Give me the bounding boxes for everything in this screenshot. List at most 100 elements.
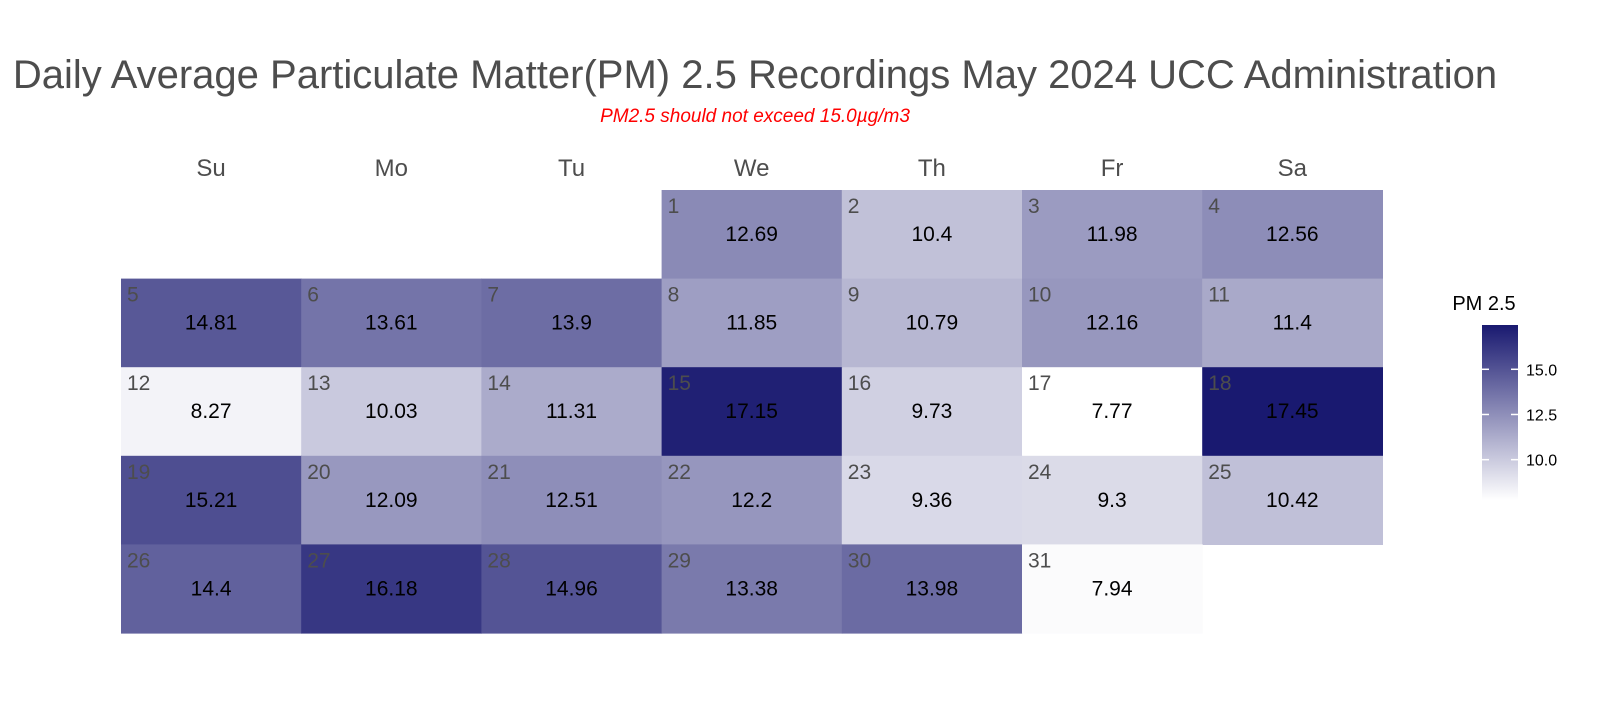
day-cell-19: [121, 455, 302, 545]
day-number-18: 18: [1208, 372, 1231, 395]
legend-ticks: 10.0 12.5 15.0: [1482, 362, 1557, 470]
day-value-16: 9.73: [911, 400, 952, 423]
day-cell-26: [121, 544, 302, 634]
day-value-3: 11.98: [1087, 223, 1138, 246]
day-number-3: 3: [1028, 195, 1040, 218]
day-cell-29: [661, 544, 843, 634]
day-number-29: 29: [668, 549, 691, 572]
day-value-10: 12.16: [1086, 312, 1139, 335]
day-value-7: 13.9: [551, 312, 592, 335]
day-value-12: 8.27: [191, 400, 232, 423]
day-value-11: 11.4: [1273, 312, 1313, 335]
day-value-9: 10.79: [906, 312, 959, 335]
day-number-6: 6: [307, 284, 319, 307]
day-cell-17: [1022, 367, 1203, 457]
day-number-12: 12: [127, 372, 150, 395]
day-number-5: 5: [127, 284, 139, 307]
day-cell-9: [841, 278, 1023, 368]
day-value-1: 12.69: [725, 223, 778, 246]
day-number-14: 14: [487, 372, 511, 395]
day-cell-25: [1202, 455, 1383, 545]
day-value-14: 11.31: [546, 400, 597, 423]
day-cell-2: [841, 190, 1023, 280]
day-cell-5: [121, 278, 302, 368]
day-cell-21: [481, 455, 663, 545]
day-number-8: 8: [668, 284, 680, 307]
day-number-15: 15: [668, 372, 691, 395]
day-value-15: 17.15: [725, 400, 778, 423]
day-value-24: 9.3: [1097, 489, 1126, 512]
day-cell-20: [301, 455, 482, 545]
day-value-23: 9.36: [911, 489, 952, 512]
day-number-21: 21: [487, 461, 510, 484]
day-cell-15: [661, 367, 843, 457]
legend-title: PM 2.5: [1452, 293, 1515, 315]
day-cell-11: [1202, 278, 1383, 368]
day-number-25: 25: [1208, 461, 1231, 484]
day-number-16: 16: [848, 372, 871, 395]
day-cell-16: [841, 367, 1023, 457]
day-value-13: 10.03: [365, 400, 418, 423]
day-cell-31: [1022, 544, 1203, 634]
day-number-26: 26: [127, 549, 150, 572]
day-number-13: 13: [307, 372, 330, 395]
legend-tick-label: 12.5: [1526, 407, 1557, 424]
day-cell-22: [661, 455, 843, 545]
day-number-7: 7: [487, 284, 499, 307]
day-cell-18: [1202, 367, 1383, 457]
day-value-27: 16.18: [365, 577, 418, 600]
day-value-18: 17.45: [1266, 400, 1319, 423]
weekday-label-mo: Mo: [375, 155, 408, 182]
day-number-23: 23: [848, 461, 871, 484]
day-cell-30: [841, 544, 1023, 634]
day-number-2: 2: [848, 195, 860, 218]
day-number-1: 1: [668, 195, 680, 218]
day-number-17: 17: [1028, 372, 1051, 395]
day-cell-4: [1202, 190, 1383, 280]
weekday-label-sa: Sa: [1278, 155, 1308, 182]
day-value-8: 11.85: [726, 312, 777, 335]
day-value-2: 10.4: [911, 223, 952, 246]
day-value-25: 10.42: [1266, 489, 1319, 512]
day-cell-10: [1022, 278, 1203, 368]
weekday-label-fr: Fr: [1101, 155, 1124, 182]
chart-subtitle: PM2.5 should not exceed 15.0µg/m3: [600, 106, 910, 127]
chart-title: Daily Average Particulate Matter(PM) 2.5…: [13, 53, 1497, 97]
day-cell-6: [301, 278, 482, 368]
day-value-22: 12.2: [731, 489, 772, 512]
day-cell-24: [1022, 455, 1203, 545]
day-cell-28: [481, 544, 663, 634]
day-number-4: 4: [1208, 195, 1220, 218]
day-cell-3: [1022, 190, 1203, 280]
day-cell-14: [481, 367, 663, 457]
day-value-19: 15.21: [185, 489, 238, 512]
day-value-4: 12.56: [1266, 223, 1319, 246]
day-number-27: 27: [307, 549, 330, 572]
day-value-5: 14.81: [185, 312, 238, 335]
weekday-label-tu: Tu: [558, 155, 585, 182]
day-value-6: 13.61: [365, 312, 418, 335]
legend-tick-label: 15.0: [1526, 362, 1557, 379]
day-value-31: 7.94: [1092, 577, 1133, 600]
day-number-11: 11: [1208, 284, 1230, 307]
day-cell-13: [301, 367, 482, 457]
day-number-19: 19: [127, 461, 150, 484]
day-number-9: 9: [848, 284, 860, 307]
day-cell-8: [661, 278, 843, 368]
weekday-header-row: Su Mo Tu We Th Fr Sa: [196, 155, 1307, 182]
day-cell-12: [121, 367, 302, 457]
color-legend: PM 2.5 10.0 12.5 15.0: [1452, 293, 1557, 500]
day-value-20: 12.09: [365, 489, 418, 512]
day-value-30: 13.98: [906, 577, 959, 600]
day-cell-1: [661, 190, 843, 280]
day-cell-7: [481, 278, 663, 368]
day-value-28: 14.96: [545, 577, 598, 600]
calendar-grid: 1 12.69 2 10.4 3 11.98 4 12.56 5 14.81 6 13.61 7 13.9…: [121, 190, 1383, 634]
day-cell-23: [841, 455, 1023, 545]
day-value-26: 14.4: [191, 577, 232, 600]
weekday-label-su: Su: [196, 155, 225, 182]
day-value-21: 12.51: [545, 489, 598, 512]
day-number-31: 31: [1028, 549, 1051, 572]
day-value-17: 7.77: [1092, 400, 1133, 423]
